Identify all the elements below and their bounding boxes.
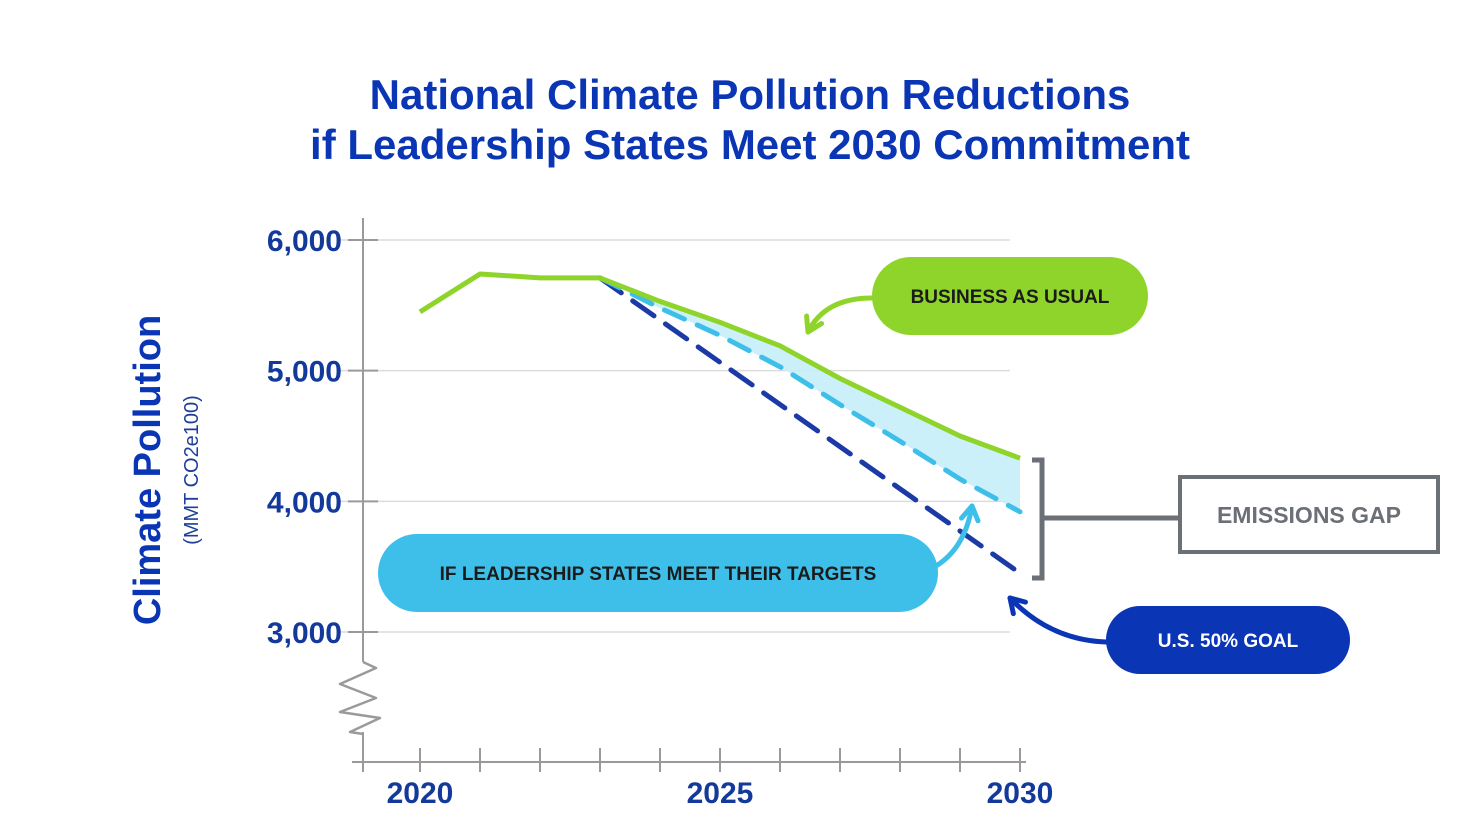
data-point-0-2020 bbox=[418, 310, 422, 314]
gap-box-label: EMISSIONS GAP bbox=[1217, 502, 1401, 528]
data-point-1-2024 bbox=[658, 306, 662, 310]
goal-pill-label: U.S. 50% GOAL bbox=[1158, 631, 1299, 652]
leadership-arrow-head bbox=[959, 503, 981, 524]
data-point-1-2025 bbox=[718, 333, 722, 337]
annotations: BUSINESS AS USUAL IF LEADERSHIP STATES ME… bbox=[378, 257, 1440, 674]
data-point-0-2024 bbox=[658, 299, 662, 303]
data-point-1-2028 bbox=[898, 439, 902, 443]
leadership-pill bbox=[378, 534, 938, 612]
x-tick-label: 2025 bbox=[687, 777, 754, 810]
series-line-goal bbox=[597, 275, 1023, 576]
data-point-0-2021 bbox=[478, 272, 482, 276]
data-point-0-2022 bbox=[538, 276, 542, 280]
axes: 3,000 4,000 5,000 6,000 2020 2025 2030 Climate … bbox=[127, 218, 1053, 810]
data-point-2-2030 bbox=[1018, 571, 1022, 575]
data-point-2-2023 bbox=[598, 276, 602, 280]
chart-subtitle: if Leadership States Meet 2030 Commitmen… bbox=[310, 121, 1190, 168]
gap-bracket bbox=[1032, 457, 1045, 581]
business-arrow-head bbox=[804, 313, 825, 335]
series-line-leadership bbox=[597, 275, 1023, 515]
data-point-1-2030 bbox=[1018, 510, 1022, 514]
data-point-0-2027 bbox=[838, 377, 842, 381]
data-point-0-2030 bbox=[1018, 456, 1022, 460]
leadership-arrow bbox=[933, 503, 975, 569]
data-point-1-2027 bbox=[838, 403, 842, 407]
y-tick-label: 5,000 bbox=[267, 356, 342, 389]
x-tick-label: 2030 bbox=[987, 777, 1054, 810]
y-tick-label: 3,000 bbox=[267, 617, 342, 650]
business-pill bbox=[872, 257, 1148, 335]
goal-arrow-head bbox=[1007, 595, 1028, 617]
data-point-1-2026 bbox=[778, 365, 782, 369]
data-point-1-2029 bbox=[958, 477, 962, 481]
chart-title: National Climate Pollution Reductions bbox=[369, 71, 1131, 118]
business-arrow bbox=[805, 295, 875, 335]
data-point-0-2026 bbox=[778, 344, 782, 348]
y-axis-label: Climate Pollution bbox=[127, 315, 169, 625]
series-marks bbox=[418, 271, 1023, 576]
goal-pill bbox=[1106, 606, 1350, 674]
data-point-0-2025 bbox=[718, 320, 722, 324]
y-tick-label: 4,000 bbox=[267, 486, 342, 519]
leadership-pill-label: IF LEADERSHIP STATES MEET THEIR TARGETS bbox=[440, 564, 877, 585]
x-tick-label: 2020 bbox=[387, 777, 454, 810]
axis-break-zigzag bbox=[338, 660, 382, 736]
data-point-0-2028 bbox=[898, 405, 902, 409]
goal-arrow bbox=[1007, 595, 1109, 645]
gap-box bbox=[1178, 475, 1440, 554]
y-axis-unit: (MMT CO2e100) bbox=[181, 395, 203, 545]
data-point-0-2029 bbox=[958, 434, 962, 438]
y-tick-label: 6,000 bbox=[267, 225, 342, 258]
grid-lines bbox=[340, 239, 1010, 633]
series-line-business bbox=[418, 271, 1021, 461]
business-pill-label: BUSINESS AS USUAL bbox=[911, 287, 1110, 308]
